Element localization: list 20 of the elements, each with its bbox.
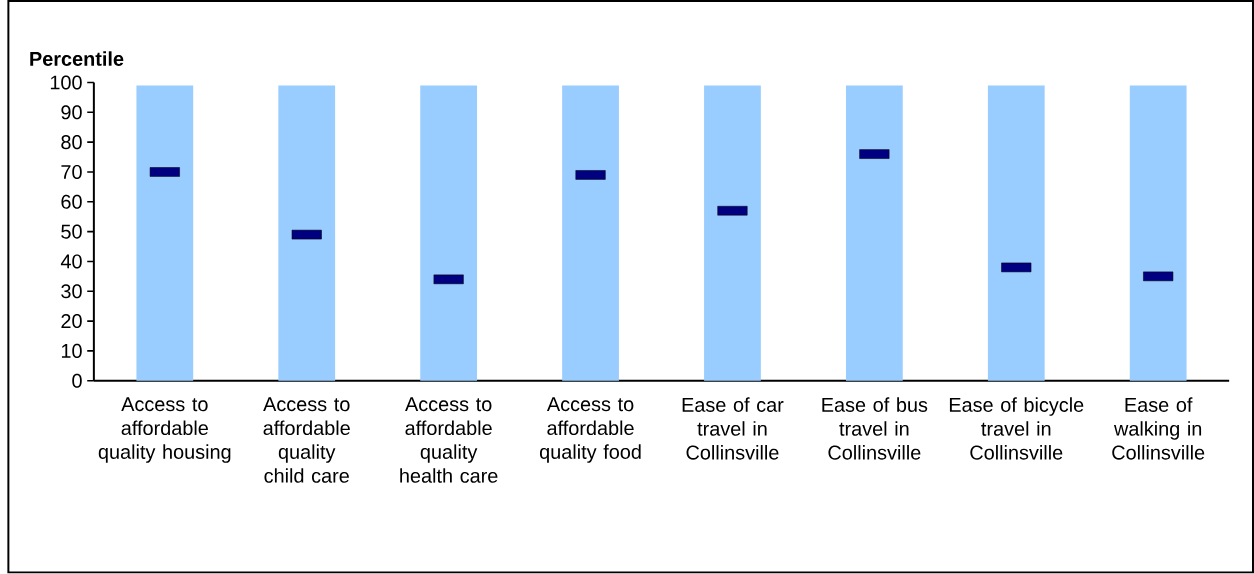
y-tick-label: 50: [61, 224, 82, 239]
y-axis-title: Percentile: [30, 51, 124, 67]
y-tick-label: 100: [50, 75, 82, 90]
y-tick-label: 90: [61, 105, 82, 120]
y-tick-label: 80: [61, 135, 82, 150]
y-tick-label: 0: [72, 373, 82, 388]
x-tick-label: Access to affordable quality child care: [263, 397, 350, 483]
y-tick-label: 60: [61, 194, 82, 210]
y-tick-label: 70: [61, 165, 82, 180]
y-tick-label: 40: [60, 254, 82, 269]
y-tick-label: 20: [61, 314, 82, 329]
y-tick-label: 30: [61, 284, 82, 299]
x-tick-label: Ease of bus travel in Collinsville: [822, 397, 928, 460]
x-tick-label: Ease of bicycle travel in Collinsville: [949, 397, 1084, 460]
x-tick-label: Ease of car travel in Collinsville: [682, 397, 784, 460]
x-tick-label: Ease of walking in Collinsville: [1112, 397, 1205, 460]
x-tick-label: Access to affordable quality health care: [400, 397, 498, 483]
x-tick-label: Access to affordable quality food: [539, 397, 641, 464]
y-tick-label: 10: [61, 344, 82, 359]
x-tick-label: Access to affordable quality housing: [98, 397, 231, 464]
